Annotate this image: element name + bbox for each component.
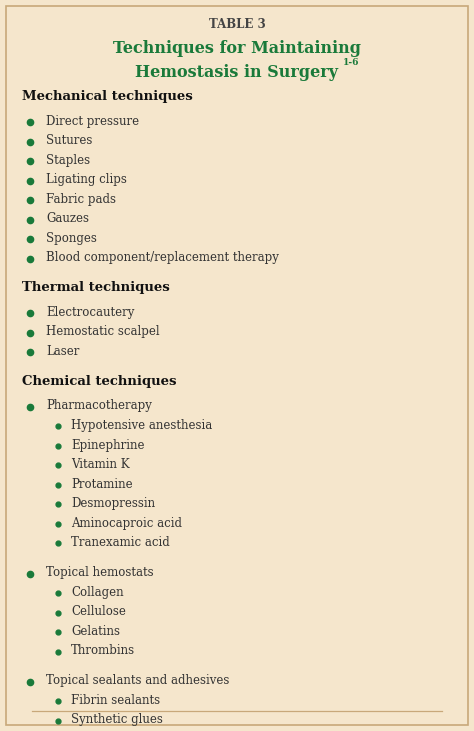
Text: Electrocautery: Electrocautery — [46, 306, 134, 319]
Text: Epinephrine: Epinephrine — [71, 439, 145, 452]
Text: TABLE 3: TABLE 3 — [209, 18, 265, 31]
Text: Vitamin K: Vitamin K — [71, 458, 129, 471]
Text: Desmopressin: Desmopressin — [71, 497, 155, 510]
Text: Topical sealants and adhesives: Topical sealants and adhesives — [46, 675, 229, 687]
Text: Hemostatic scalpel: Hemostatic scalpel — [46, 325, 160, 338]
Text: Ligating clips: Ligating clips — [46, 173, 127, 186]
Text: Gauzes: Gauzes — [46, 213, 89, 225]
Text: Gelatins: Gelatins — [71, 625, 120, 637]
Text: Blood component/replacement therapy: Blood component/replacement therapy — [46, 251, 279, 265]
Text: Aminocaproic acid: Aminocaproic acid — [71, 517, 182, 529]
Text: Cellulose: Cellulose — [71, 605, 126, 618]
Text: Fibrin sealants: Fibrin sealants — [71, 694, 160, 707]
Text: Hypotensive anesthesia: Hypotensive anesthesia — [71, 419, 212, 432]
Text: Sutures: Sutures — [46, 135, 92, 148]
Text: 1-6: 1-6 — [343, 58, 359, 67]
Text: Sponges: Sponges — [46, 232, 97, 245]
Text: Thrombins: Thrombins — [71, 644, 135, 657]
Text: Fabric pads: Fabric pads — [46, 193, 116, 206]
Text: Laser: Laser — [46, 345, 79, 358]
Text: Direct pressure: Direct pressure — [46, 115, 139, 128]
Text: Tranexamic acid: Tranexamic acid — [71, 536, 170, 549]
Text: Synthetic glues: Synthetic glues — [71, 713, 163, 727]
Text: Collagen: Collagen — [71, 586, 124, 599]
Text: Chemical techniques: Chemical techniques — [22, 374, 176, 387]
Text: Topical hemostats: Topical hemostats — [46, 567, 154, 579]
Text: Hemostasis in Surgery: Hemostasis in Surgery — [136, 64, 338, 81]
Text: Thermal techniques: Thermal techniques — [22, 281, 170, 294]
FancyBboxPatch shape — [6, 6, 468, 725]
Text: Staples: Staples — [46, 154, 90, 167]
Text: Mechanical techniques: Mechanical techniques — [22, 90, 193, 103]
Text: Protamine: Protamine — [71, 477, 133, 491]
Text: Pharmacotherapy: Pharmacotherapy — [46, 400, 152, 412]
Text: Techniques for Maintaining: Techniques for Maintaining — [113, 40, 361, 57]
